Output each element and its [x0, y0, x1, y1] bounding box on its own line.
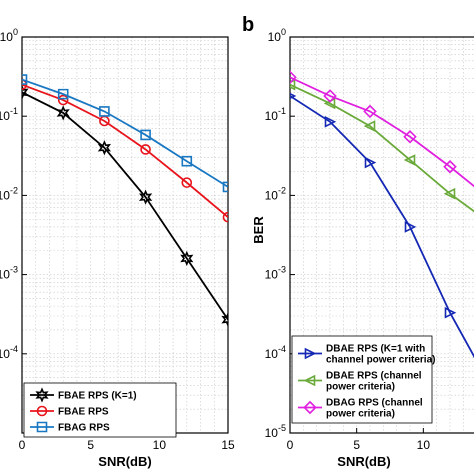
chart-panel-1: 100 10-1 10-2 10-3 10-4 0 5 10 15 SNR(dB) FBAE RPS…	[0, 27, 235, 469]
data-point	[222, 181, 228, 193]
legend-label: FBAE RPS	[58, 407, 109, 418]
y-tick-label: 10-3	[265, 265, 286, 282]
legend-label: power criteria)	[326, 382, 395, 393]
legend-marker	[304, 347, 317, 360]
series-line-3	[22, 78, 228, 188]
series-line-2	[22, 83, 228, 218]
data-point	[363, 104, 377, 119]
data-point	[364, 156, 377, 169]
y-tick-label: 10-2	[265, 185, 286, 202]
series-line-1	[22, 91, 228, 321]
x-tick-label: 5	[87, 438, 94, 452]
x-axis-title: SNR(dB)	[98, 454, 151, 469]
legend-label: FBAE RPS (K=1)	[58, 391, 137, 402]
data-point	[290, 70, 297, 85]
data-point	[97, 140, 112, 156]
chart-panel-2: 100 10-1 10-2 10-3 10-4 10-50 5 10 SNR(dB) BER b DB…	[242, 14, 474, 469]
y-tick-label: 10-2	[0, 185, 18, 202]
legend: FBAE RPS (K=1) FBAE RPS FBAG RPS	[23, 382, 177, 438]
legend-label: DBAE RPS (K=1 with	[326, 344, 425, 355]
x-tick-label: 0	[19, 438, 26, 452]
series-group	[22, 74, 228, 328]
data-point	[99, 106, 110, 117]
y-tick-label: 10-3	[0, 265, 18, 282]
x-tick-label: 10	[153, 438, 167, 452]
y-tick-label: 100	[0, 27, 18, 44]
y-tick-label: 10-4	[0, 344, 18, 361]
data-point	[180, 250, 194, 267]
data-point	[57, 88, 69, 100]
series-line-1	[290, 95, 474, 359]
data-point	[323, 89, 337, 103]
x-tick-label: 0	[287, 438, 294, 452]
legend-marker	[303, 400, 317, 415]
panel-label: b	[242, 14, 254, 36]
data-point	[22, 74, 28, 85]
data-point	[221, 312, 228, 328]
data-point	[443, 187, 456, 200]
data-point	[222, 211, 228, 223]
y-tick-label: 100	[268, 27, 286, 44]
data-point	[140, 129, 151, 141]
data-point	[363, 120, 376, 132]
x-tick-label: 5	[353, 438, 360, 452]
y-tick-label: 10-1	[0, 106, 18, 123]
series-line-3	[290, 76, 474, 188]
y-tick-label: 10-1	[265, 106, 286, 123]
legend-marker	[36, 405, 48, 417]
legend-label: DBAG RPS (channel	[326, 398, 423, 409]
legend-marker	[36, 421, 48, 433]
data-point	[56, 105, 70, 121]
legend-label: DBAE RPS (channel	[326, 371, 422, 382]
legend-label: power criteria)	[326, 409, 395, 420]
series-group	[290, 70, 474, 359]
y-tick-label: 10-4	[265, 344, 286, 361]
legend-label: channel power criteria)	[326, 355, 435, 366]
data-point	[138, 189, 153, 205]
data-point	[22, 84, 29, 100]
data-point	[140, 144, 151, 155]
legend-box	[23, 382, 177, 438]
axes-frame	[289, 36, 474, 434]
data-point	[181, 177, 193, 188]
data-point	[290, 78, 296, 91]
legend-marker	[303, 374, 316, 387]
data-point	[57, 94, 69, 106]
data-point	[403, 154, 416, 166]
legend-label: FBAG RPS	[58, 423, 110, 434]
data-point	[404, 221, 417, 233]
data-point	[181, 155, 193, 167]
x-tick-label: 10	[417, 438, 431, 452]
x-axis-title: SNR(dB)	[337, 454, 390, 469]
x-tick-label: 15	[221, 438, 235, 452]
legend-marker	[35, 387, 49, 403]
data-point	[324, 115, 337, 128]
data-point	[444, 306, 457, 319]
y-axis-title: BER	[251, 216, 266, 244]
data-point	[403, 130, 417, 144]
y-tick-label: 10-5	[265, 423, 286, 440]
series-line-2	[290, 83, 474, 213]
data-point	[443, 159, 457, 174]
plot-area	[22, 37, 228, 433]
